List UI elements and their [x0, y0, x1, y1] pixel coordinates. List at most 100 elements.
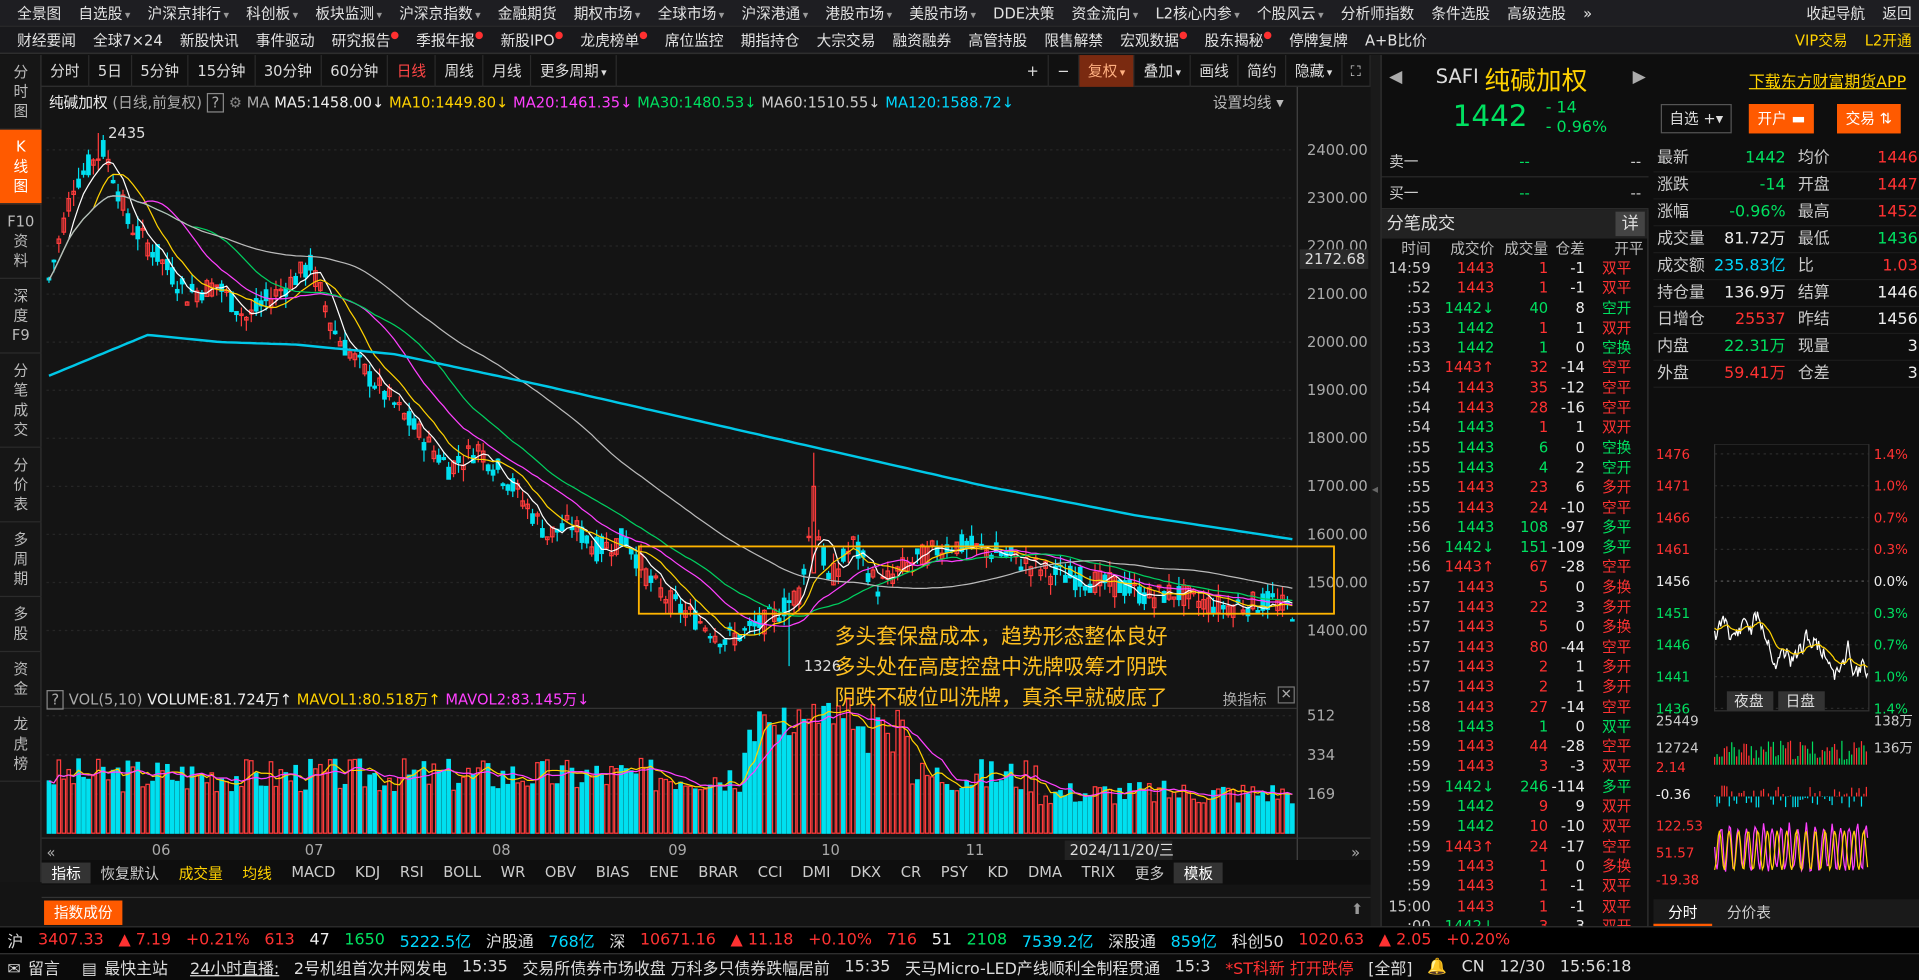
subnav-item[interactable]: 研究报告●	[331, 29, 399, 49]
indicator-tab[interactable]: OBV	[544, 863, 577, 881]
fast-server-icon[interactable]: ▤ 最快主站	[81, 960, 168, 979]
subnav-item[interactable]: 席位监控	[664, 31, 724, 49]
subnav-item[interactable]: A+B比价	[1365, 31, 1427, 49]
kline-chart[interactable]: 2400.00 2300.00 2200.00 2100.00 2000.00 1900.…	[41, 86, 1371, 882]
indicator-tab[interactable]: 指标	[41, 861, 91, 883]
tab-night-session[interactable]: 夜盘	[1734, 692, 1764, 710]
subnav-item[interactable]: 事件驱动	[255, 31, 315, 49]
side-tab[interactable]: 分 笔 成 交	[0, 354, 42, 448]
indicator-tab[interactable]: DMA	[1027, 863, 1063, 881]
indicator-tab[interactable]: 更多	[1134, 864, 1165, 882]
bell-icon[interactable]: 🔔	[1427, 958, 1447, 977]
side-tab[interactable]: F10 资 料	[0, 204, 42, 279]
indicator-tab[interactable]: ENE	[649, 863, 679, 881]
live-label[interactable]: 24小时直播:	[189, 960, 280, 979]
toolbar-button[interactable]: 叠加	[1135, 54, 1191, 87]
indicator-tab[interactable]: BIAS	[595, 863, 630, 881]
news-item[interactable]: 2号机组首次并网发电	[293, 960, 448, 979]
side-tab[interactable]: 龙 虎 榜	[0, 707, 42, 782]
indicator-tab[interactable]: 恢复默认	[100, 864, 160, 882]
indicator-tab[interactable]: CCI	[757, 863, 783, 881]
fullscreen-icon[interactable]: ⛶	[1342, 54, 1371, 87]
indicator-tab[interactable]: CR	[900, 863, 922, 881]
subnav-item[interactable]: 财经要闻	[17, 31, 76, 49]
subnav-item[interactable]: 停牌复牌	[1289, 31, 1348, 49]
period-tab[interactable]: 日线	[388, 54, 436, 87]
expand-icon[interactable]: ⬆	[1351, 900, 1364, 918]
toolbar-button[interactable]: −	[1049, 54, 1080, 87]
news-item[interactable]: 天马Micro-LED产线顺利全制程贯通	[905, 960, 1161, 979]
subnav-item[interactable]: 全球7×24	[93, 31, 163, 49]
nav-item[interactable]: 科创板	[229, 2, 298, 23]
nav-right-item[interactable]: 返回	[1882, 4, 1912, 23]
watchlist-button[interactable]: 自选 +▾	[1660, 103, 1732, 134]
nav-item[interactable]: 资金流向	[1054, 2, 1138, 23]
subnav-right-item[interactable]: L2开通	[1864, 31, 1912, 49]
trade-button[interactable]: 交易 ⇅	[1836, 103, 1901, 134]
side-tab[interactable]: 多 周 期	[0, 522, 42, 598]
indicator-tab[interactable]: TRIX	[1081, 863, 1116, 881]
side-tab[interactable]: 分 时 图	[0, 55, 42, 130]
vol-help-icon[interactable]: ?	[46, 690, 65, 710]
indicator-tab[interactable]: KDJ	[354, 863, 381, 881]
subnav-right-item[interactable]: VIP交易	[1794, 31, 1848, 49]
nav-item[interactable]: 自选股	[61, 2, 130, 23]
nav-item[interactable]: 沪深京排行	[130, 2, 229, 23]
nav-item[interactable]: 高级选股	[1507, 4, 1567, 23]
nav-item[interactable]: 全球市场	[640, 2, 724, 23]
indicator-tab[interactable]: 成交量	[178, 864, 223, 882]
news-item[interactable]: 交易所债券市场收盘 万科多只债券跌幅居前	[522, 960, 830, 979]
subnav-item[interactable]: 龙虎榜单●	[580, 29, 648, 49]
scroll-left-icon[interactable]: «	[47, 845, 56, 862]
subnav-item[interactable]: 新股IPO●	[500, 29, 564, 49]
nav-item[interactable]: 全景图	[17, 4, 62, 23]
period-tab[interactable]: 5分钟	[132, 54, 189, 87]
subnav-item[interactable]: 限售解禁	[1044, 31, 1104, 49]
indicator-tab[interactable]: BOLL	[443, 863, 482, 881]
subnav-item[interactable]: 大宗交易	[816, 31, 876, 49]
subnav-item[interactable]: 季报年报●	[416, 29, 484, 49]
close-icon[interactable]: ✕	[1277, 686, 1295, 704]
tab-day-session[interactable]: 日盘	[1786, 692, 1816, 710]
period-tab[interactable]: 更多周期	[531, 54, 617, 87]
nav-item[interactable]: 个股风云	[1240, 2, 1324, 23]
nav-item[interactable]: 金融期货	[497, 4, 557, 23]
kc50-index[interactable]: 1020.63	[1298, 931, 1365, 950]
side-tab[interactable]: 多 股	[0, 597, 42, 653]
toolbar-button[interactable]: 复权	[1079, 54, 1136, 87]
indicator-tab[interactable]: DMI	[802, 863, 831, 881]
switch-indicator[interactable]: 换指标	[1222, 691, 1267, 709]
gear-icon[interactable]: ⚙	[228, 94, 243, 112]
indicator-tab[interactable]: DKX	[850, 863, 882, 881]
indicator-tab[interactable]: KD	[987, 863, 1009, 881]
indicator-tab[interactable]: 均线	[242, 864, 272, 882]
side-tab[interactable]: 资 金	[0, 652, 42, 708]
period-tab[interactable]: 月线	[484, 54, 532, 87]
tab-index-components[interactable]: 指数成份	[44, 900, 123, 925]
nav-item[interactable]: 港股市场	[808, 2, 892, 23]
subnav-item[interactable]: 宏观数据●	[1120, 29, 1188, 49]
kline-svg[interactable]: 2400.002300.002200.002100.002000.001900.…	[41, 86, 1371, 862]
period-tab[interactable]: 5日	[89, 54, 132, 87]
subnav-item[interactable]: 高管持股	[968, 31, 1028, 49]
indicator-tab[interactable]: WR	[500, 863, 526, 881]
open-account-button[interactable]: 开户 ▬	[1748, 103, 1814, 134]
download-app-link[interactable]: 下载东方财富期货APP	[1748, 73, 1907, 92]
nav-item[interactable]: 期权市场	[557, 2, 641, 23]
sh-index[interactable]: 3407.33	[37, 931, 104, 950]
nav-item[interactable]: 条件选股	[1431, 4, 1491, 23]
mini-intraday-chart[interactable]: 1476 1.4% 1471 1.0% 1466 0.7% 1461 0.3% 1456 0.0%…	[1653, 443, 1919, 909]
toolbar-button[interactable]: 简约	[1239, 54, 1287, 87]
subnav-item[interactable]: 股东揭秘●	[1204, 29, 1272, 49]
subnav-item[interactable]: 新股快讯	[179, 31, 239, 49]
tab-price-table[interactable]: 分价表	[1726, 904, 1771, 922]
side-tab[interactable]: 分 价 表	[0, 448, 42, 523]
ma-settings[interactable]: 设置均线 ▾	[1212, 94, 1284, 112]
subnav-item[interactable]: 期指持仓	[740, 31, 800, 49]
nav-item[interactable]: DDE决策	[993, 4, 1055, 23]
toolbar-button[interactable]: 画线	[1191, 54, 1239, 87]
subnav-item[interactable]: 融资融券	[892, 31, 952, 49]
prev-arrow-icon[interactable]: ◀	[1389, 67, 1403, 87]
nav-item[interactable]: 板块监测	[298, 2, 382, 23]
detail-button[interactable]: 详	[1615, 211, 1645, 237]
